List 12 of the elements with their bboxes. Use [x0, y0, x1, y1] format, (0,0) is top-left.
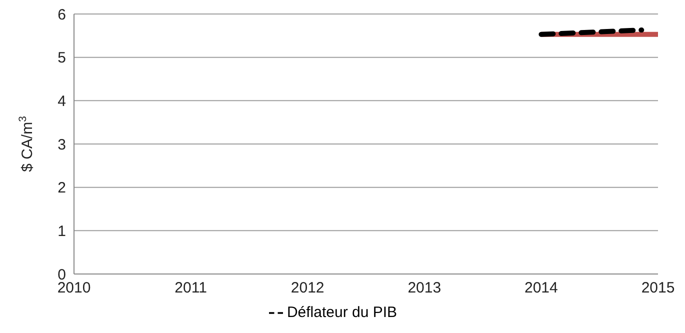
y-tick-label: 5 [58, 50, 66, 67]
x-tick-label: 2011 [174, 280, 207, 297]
legend-label: Déflateur du PIB [286, 304, 398, 321]
y-tick-label: 4 [58, 92, 66, 110]
x-tick-label: 2015 [641, 280, 675, 297]
y-tick-label: 3 [58, 136, 66, 154]
y-tick-label: 6 [58, 6, 66, 24]
y-tick-label: 2 [58, 180, 66, 197]
x-tick-label: 2012 [290, 280, 324, 297]
y-tick-label: 1 [58, 222, 66, 240]
x-tick-label: 2013 [408, 280, 442, 297]
x-tick-label: 2014 [524, 280, 558, 297]
